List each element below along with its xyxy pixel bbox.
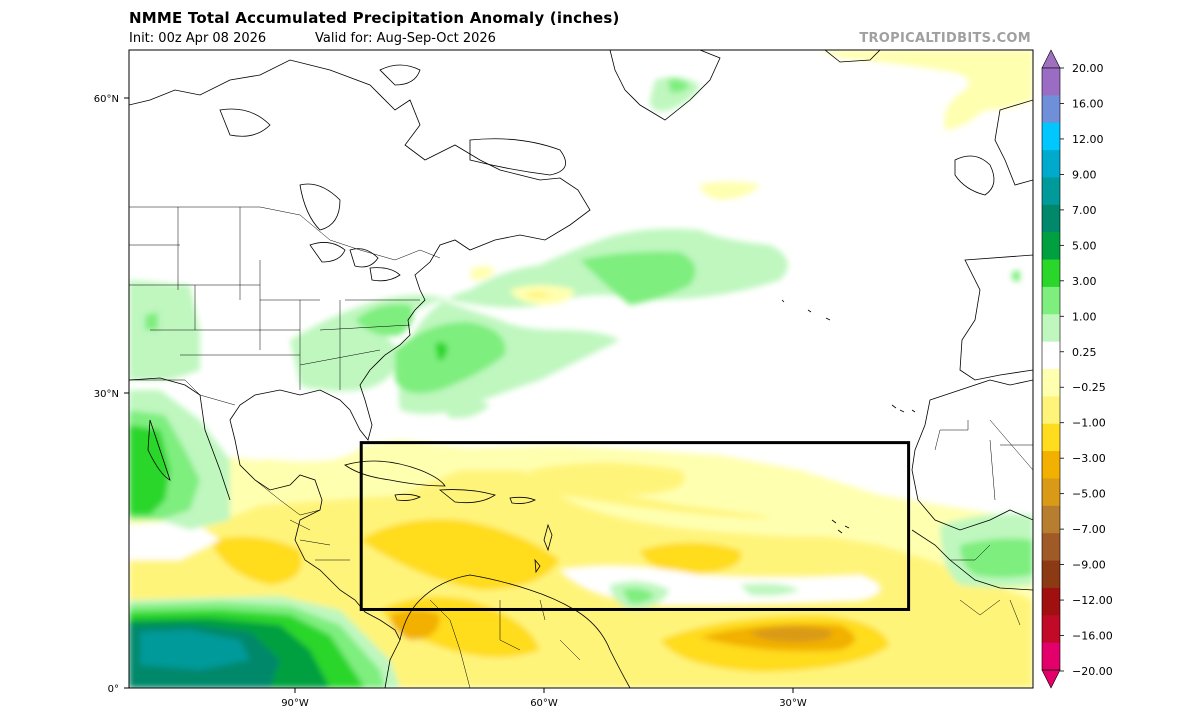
site-watermark: TROPICALTIDBITS.COM xyxy=(859,31,1031,46)
colorbar-label: −5.00 xyxy=(1072,488,1106,501)
colorbar-label: 1.00 xyxy=(1072,310,1097,323)
political-borders xyxy=(129,206,1033,688)
colorbar-max-arrow xyxy=(1041,49,1061,69)
lon-label-60w: 60°W xyxy=(530,698,558,709)
latitude-axis: 60°N 30°N 0° xyxy=(94,94,129,695)
colorbar-label: 16.00 xyxy=(1072,97,1104,110)
colorbar-min-arrow xyxy=(1041,669,1061,689)
colorbar-swatch xyxy=(1042,560,1060,589)
colorbar-swatch xyxy=(1042,95,1060,124)
colorbar-swatch xyxy=(1042,369,1060,397)
colorbar-label: −9.00 xyxy=(1072,559,1106,572)
colorbar-swatch xyxy=(1042,587,1060,616)
colorbar-swatch xyxy=(1042,177,1060,206)
colorbar-label: −7.00 xyxy=(1072,523,1106,536)
lat-label-30n: 30°N xyxy=(94,389,119,400)
colorbar-swatch xyxy=(1042,150,1060,178)
colorbar-label: −0.25 xyxy=(1072,381,1106,394)
colorbar: 20.00 16.00 12.00 9.00 7.00 5.00 3.00 1.00 0.25 −… xyxy=(1041,49,1113,689)
colorbar-swatch xyxy=(1042,341,1060,370)
colorbar-swatch xyxy=(1042,533,1060,562)
colorbar-swatch xyxy=(1042,615,1060,644)
colorbar-frame xyxy=(1041,67,1061,671)
colorbar-swatch xyxy=(1042,642,1060,671)
colorbar-swatch xyxy=(1042,122,1060,151)
colorbar-label: −20.00 xyxy=(1072,665,1113,678)
anomaly-shading xyxy=(129,50,1033,688)
lon-label-30w: 30°W xyxy=(779,698,807,709)
colorbar-label: 9.00 xyxy=(1072,168,1097,181)
colorbar-label: 3.00 xyxy=(1072,275,1097,288)
init-time: Init: 00z Apr 08 2026 xyxy=(129,31,267,46)
coastlines xyxy=(129,50,1033,688)
colorbar-label: −1.00 xyxy=(1072,417,1106,430)
valid-period: Valid for: Aug-Sep-Oct 2026 xyxy=(315,31,496,46)
colorbar-swatch xyxy=(1042,396,1060,425)
colorbar-swatch xyxy=(1042,451,1060,479)
colorbar-swatch xyxy=(1042,232,1060,261)
colorbar-label: 5.00 xyxy=(1072,239,1097,252)
colorbar-label: 7.00 xyxy=(1072,204,1097,217)
colorbar-swatch xyxy=(1042,68,1060,96)
lat-label-0: 0° xyxy=(108,684,119,695)
map-plot-area xyxy=(129,50,1033,688)
colorbar-swatch xyxy=(1042,204,1060,233)
colorbar-swatch xyxy=(1042,478,1060,507)
longitude-axis: 90°W 60°W 30°W xyxy=(281,688,807,709)
colorbar-swatch xyxy=(1042,505,1060,534)
colorbar-label: 20.00 xyxy=(1072,62,1104,75)
colorbar-label: −3.00 xyxy=(1072,452,1106,465)
lon-label-90w: 90°W xyxy=(281,698,309,709)
highlight-region-box xyxy=(359,441,911,611)
map-title: NMME Total Accumulated Precipitation Ano… xyxy=(129,9,620,27)
colorbar-swatch xyxy=(1042,423,1060,452)
colorbar-label: 12.00 xyxy=(1072,133,1104,146)
colorbar-label: 0.25 xyxy=(1072,346,1097,359)
colorbar-swatch xyxy=(1042,314,1060,343)
colorbar-swatch xyxy=(1042,286,1060,315)
colorbar-label: −16.00 xyxy=(1072,630,1113,643)
map-frame xyxy=(128,49,1034,689)
colorbar-swatch xyxy=(1042,259,1060,288)
lat-label-60n: 60°N xyxy=(94,94,119,105)
colorbar-label: −12.00 xyxy=(1072,594,1113,607)
